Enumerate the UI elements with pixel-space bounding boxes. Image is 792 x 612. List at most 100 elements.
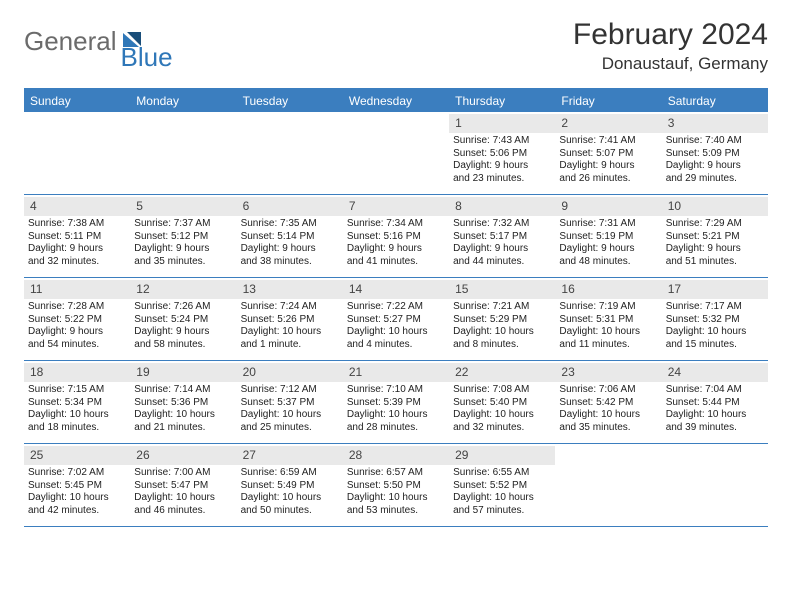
daylight-text: and 15 minutes. (666, 339, 764, 352)
day-number: 16 (555, 280, 661, 299)
daylight-text: and 23 minutes. (453, 173, 551, 186)
daylight-text: and 8 minutes. (453, 339, 551, 352)
daylight-text: and 18 minutes. (28, 422, 126, 435)
daylight-text: and 44 minutes. (453, 256, 551, 269)
sunset-text: Sunset: 5:19 PM (559, 231, 657, 244)
sunset-text: Sunset: 5:11 PM (28, 231, 126, 244)
daylight-text: and 26 minutes. (559, 173, 657, 186)
daylight-text: and 1 minute. (241, 339, 339, 352)
day-number: 6 (237, 197, 343, 216)
daylight-text: and 35 minutes. (134, 256, 232, 269)
sunrise-text: Sunrise: 7:08 AM (453, 384, 551, 397)
sunset-text: Sunset: 5:37 PM (241, 397, 339, 410)
daylight-text: and 58 minutes. (134, 339, 232, 352)
day-cell: 17Sunrise: 7:17 AMSunset: 5:32 PMDayligh… (662, 278, 768, 360)
sunset-text: Sunset: 5:06 PM (453, 148, 551, 161)
daylight-text: Daylight: 10 hours (134, 492, 232, 505)
sunrise-text: Sunrise: 7:29 AM (666, 218, 764, 231)
sunrise-text: Sunrise: 7:41 AM (559, 135, 657, 148)
day-cell (343, 112, 449, 194)
day-number: 12 (130, 280, 236, 299)
sunrise-text: Sunrise: 7:38 AM (28, 218, 126, 231)
sunset-text: Sunset: 5:36 PM (134, 397, 232, 410)
day-cell: 16Sunrise: 7:19 AMSunset: 5:31 PMDayligh… (555, 278, 661, 360)
day-number: 20 (237, 363, 343, 382)
daylight-text: Daylight: 10 hours (241, 492, 339, 505)
sunset-text: Sunset: 5:49 PM (241, 480, 339, 493)
sunset-text: Sunset: 5:50 PM (347, 480, 445, 493)
sunset-text: Sunset: 5:21 PM (666, 231, 764, 244)
sunrise-text: Sunrise: 7:10 AM (347, 384, 445, 397)
daylight-text: and 32 minutes. (28, 256, 126, 269)
sunset-text: Sunset: 5:24 PM (134, 314, 232, 327)
day-number: 29 (449, 446, 555, 465)
sunrise-text: Sunrise: 7:26 AM (134, 301, 232, 314)
daylight-text: and 25 minutes. (241, 422, 339, 435)
daylight-text: and 42 minutes. (28, 505, 126, 518)
day-number: 22 (449, 363, 555, 382)
day-cell: 7Sunrise: 7:34 AMSunset: 5:16 PMDaylight… (343, 195, 449, 277)
daylight-text: Daylight: 9 hours (559, 160, 657, 173)
daylight-text: Daylight: 9 hours (453, 243, 551, 256)
sunset-text: Sunset: 5:07 PM (559, 148, 657, 161)
day-number: 15 (449, 280, 555, 299)
daylight-text: Daylight: 9 hours (134, 326, 232, 339)
sunset-text: Sunset: 5:14 PM (241, 231, 339, 244)
day-cell (555, 444, 661, 526)
day-cell (237, 112, 343, 194)
day-number: 10 (662, 197, 768, 216)
day-cell: 5Sunrise: 7:37 AMSunset: 5:12 PMDaylight… (130, 195, 236, 277)
sunrise-text: Sunrise: 7:22 AM (347, 301, 445, 314)
sunrise-text: Sunrise: 6:57 AM (347, 467, 445, 480)
daylight-text: Daylight: 10 hours (559, 326, 657, 339)
sunset-text: Sunset: 5:45 PM (28, 480, 126, 493)
week-row: 4Sunrise: 7:38 AMSunset: 5:11 PMDaylight… (24, 195, 768, 278)
day-cell: 3Sunrise: 7:40 AMSunset: 5:09 PMDaylight… (662, 112, 768, 194)
day-cell: 28Sunrise: 6:57 AMSunset: 5:50 PMDayligh… (343, 444, 449, 526)
day-cell: 4Sunrise: 7:38 AMSunset: 5:11 PMDaylight… (24, 195, 130, 277)
day-cell: 15Sunrise: 7:21 AMSunset: 5:29 PMDayligh… (449, 278, 555, 360)
day-cell: 6Sunrise: 7:35 AMSunset: 5:14 PMDaylight… (237, 195, 343, 277)
day-cell: 2 Sunrise: 7:41 AMSunset: 5:07 PMDaylight… (555, 112, 661, 194)
sunset-text: Sunset: 5:52 PM (453, 480, 551, 493)
day-number: 25 (24, 446, 130, 465)
day-number: 13 (237, 280, 343, 299)
daylight-text: Daylight: 9 hours (347, 243, 445, 256)
day-number: 18 (24, 363, 130, 382)
sunset-text: Sunset: 5:34 PM (28, 397, 126, 410)
sunset-text: Sunset: 5:44 PM (666, 397, 764, 410)
day-number: 2 (555, 114, 661, 133)
daylight-text: Daylight: 9 hours (241, 243, 339, 256)
day-cell: 11Sunrise: 7:28 AMSunset: 5:22 PMDayligh… (24, 278, 130, 360)
daylight-text: Daylight: 10 hours (347, 409, 445, 422)
sunset-text: Sunset: 5:09 PM (666, 148, 764, 161)
empty-day (555, 446, 661, 465)
daylight-text: and 11 minutes. (559, 339, 657, 352)
day-cell: 9Sunrise: 7:31 AMSunset: 5:19 PMDaylight… (555, 195, 661, 277)
calendar: SundayMondayTuesdayWednesdayThursdayFrid… (24, 88, 768, 527)
day-cell: 18Sunrise: 7:15 AMSunset: 5:34 PMDayligh… (24, 361, 130, 443)
daylight-text: Daylight: 10 hours (453, 409, 551, 422)
empty-day (237, 114, 343, 133)
daylight-text: Daylight: 10 hours (28, 492, 126, 505)
daylight-text: Daylight: 10 hours (347, 326, 445, 339)
daylight-text: and 51 minutes. (666, 256, 764, 269)
daylight-text: Daylight: 10 hours (559, 409, 657, 422)
title-block: February 2024 Donaustauf, Germany (573, 18, 768, 74)
dow-label: Friday (555, 90, 661, 112)
dow-label: Saturday (662, 90, 768, 112)
sunrise-text: Sunrise: 7:31 AM (559, 218, 657, 231)
day-cell (662, 444, 768, 526)
day-cell (130, 112, 236, 194)
daylight-text: Daylight: 10 hours (666, 326, 764, 339)
header: General Blue February 2024 Donaustauf, G… (24, 18, 768, 74)
daylight-text: Daylight: 10 hours (241, 326, 339, 339)
daylight-text: and 21 minutes. (134, 422, 232, 435)
day-cell: 8Sunrise: 7:32 AMSunset: 5:17 PMDaylight… (449, 195, 555, 277)
daylight-text: Daylight: 9 hours (28, 326, 126, 339)
day-of-week-header: SundayMondayTuesdayWednesdayThursdayFrid… (24, 90, 768, 112)
sunrise-text: Sunrise: 6:55 AM (453, 467, 551, 480)
day-number: 27 (237, 446, 343, 465)
sunset-text: Sunset: 5:17 PM (453, 231, 551, 244)
sunrise-text: Sunrise: 7:14 AM (134, 384, 232, 397)
